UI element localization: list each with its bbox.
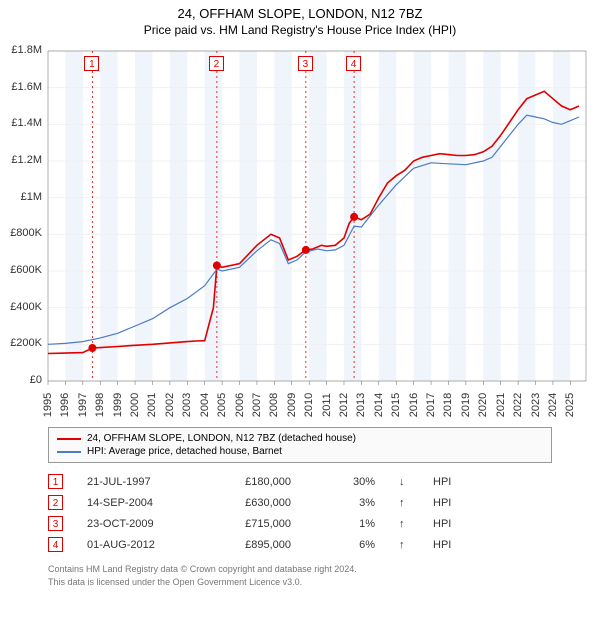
- y-axis-label: £0: [2, 374, 42, 386]
- chart-marker-3: 3: [298, 56, 313, 71]
- footer-line-1: Contains HM Land Registry data © Crown c…: [48, 563, 552, 576]
- x-axis-label: 2002: [164, 390, 176, 420]
- x-axis-label: 1997: [77, 390, 89, 420]
- x-axis-label: 2024: [547, 390, 559, 420]
- x-axis-label: 2003: [181, 390, 193, 420]
- transaction-row: 1 21-JUL-1997 £180,000 30% ↓ HPI: [48, 471, 552, 492]
- transaction-price: £715,000: [211, 518, 291, 530]
- transaction-marker: 2: [48, 495, 63, 510]
- transaction-row: 4 01-AUG-2012 £895,000 6% ↑ HPI: [48, 534, 552, 555]
- x-axis-label: 2020: [477, 390, 489, 420]
- x-axis-label: 2004: [199, 390, 211, 420]
- transaction-price: £180,000: [211, 476, 291, 488]
- transaction-date: 23-OCT-2009: [87, 518, 187, 530]
- x-axis-label: 2007: [251, 390, 263, 420]
- arrow-icon: ↓: [399, 476, 409, 488]
- chart-legend: 24, OFFHAM SLOPE, LONDON, N12 7BZ (detac…: [48, 427, 552, 463]
- x-axis-label: 2016: [408, 390, 420, 420]
- legend-label: HPI: Average price, detached house, Barn…: [87, 446, 282, 457]
- x-axis-label: 2012: [338, 390, 350, 420]
- page-title: 24, OFFHAM SLOPE, LONDON, N12 7BZ: [0, 0, 600, 21]
- x-axis-label: 2001: [146, 390, 158, 420]
- legend-swatch: [57, 451, 81, 453]
- transaction-date: 01-AUG-2012: [87, 539, 187, 551]
- x-axis-label: 2008: [268, 390, 280, 420]
- footer-line-2: This data is licensed under the Open Gov…: [48, 576, 552, 589]
- x-axis-label: 2006: [234, 390, 246, 420]
- transaction-pct: 1%: [315, 518, 375, 530]
- legend-item: 24, OFFHAM SLOPE, LONDON, N12 7BZ (detac…: [57, 432, 543, 445]
- arrow-icon: ↑: [399, 497, 409, 509]
- x-axis-label: 1999: [112, 390, 124, 420]
- transaction-pct: 30%: [315, 476, 375, 488]
- x-axis-label: 2018: [442, 390, 454, 420]
- x-axis-label: 2017: [425, 390, 437, 420]
- transaction-row: 2 14-SEP-2004 £630,000 3% ↑ HPI: [48, 492, 552, 513]
- arrow-icon: ↑: [399, 518, 409, 530]
- transactions-table: 1 21-JUL-1997 £180,000 30% ↓ HPI 2 14-SEP-2004 £…: [48, 471, 552, 555]
- x-axis-label: 2009: [286, 390, 298, 420]
- x-axis-label: 1995: [42, 390, 54, 420]
- transaction-hpi-label: HPI: [433, 518, 463, 530]
- y-axis-label: £1.8M: [2, 44, 42, 56]
- transaction-hpi-label: HPI: [433, 476, 463, 488]
- transaction-price: £630,000: [211, 497, 291, 509]
- chart-marker-2: 2: [209, 56, 224, 71]
- x-axis-label: 2014: [373, 390, 385, 420]
- transaction-row: 3 23-OCT-2009 £715,000 1% ↑ HPI: [48, 513, 552, 534]
- y-axis-label: £200K: [2, 337, 42, 349]
- x-axis-label: 1998: [94, 390, 106, 420]
- x-axis-label: 2015: [390, 390, 402, 420]
- transaction-price: £895,000: [211, 539, 291, 551]
- x-axis-label: 1996: [59, 390, 71, 420]
- transaction-hpi-label: HPI: [433, 497, 463, 509]
- transaction-hpi-label: HPI: [433, 539, 463, 551]
- x-axis-label: 2019: [460, 390, 472, 420]
- x-axis-label: 2025: [564, 390, 576, 420]
- x-axis-label: 2021: [495, 390, 507, 420]
- chart-marker-1: 1: [84, 56, 99, 71]
- x-axis-label: 2011: [321, 390, 333, 420]
- y-axis-label: £800K: [2, 227, 42, 239]
- y-axis-label: £1.6M: [2, 81, 42, 93]
- transaction-marker: 4: [48, 537, 63, 552]
- x-axis-label: 2013: [355, 390, 367, 420]
- transaction-date: 14-SEP-2004: [87, 497, 187, 509]
- x-axis-label: 2022: [512, 390, 524, 420]
- footer-attribution: Contains HM Land Registry data © Crown c…: [48, 563, 552, 588]
- x-axis-label: 2010: [303, 390, 315, 420]
- arrow-icon: ↑: [399, 539, 409, 551]
- chart-marker-4: 4: [346, 56, 361, 71]
- x-axis-label: 2000: [129, 390, 141, 420]
- transaction-marker: 3: [48, 516, 63, 531]
- y-axis-label: £400K: [2, 301, 42, 313]
- y-axis-label: £600K: [2, 264, 42, 276]
- transaction-pct: 6%: [315, 539, 375, 551]
- transaction-marker: 1: [48, 474, 63, 489]
- legend-item: HPI: Average price, detached house, Barn…: [57, 445, 543, 458]
- legend-swatch: [57, 438, 81, 440]
- x-axis-label: 2023: [530, 390, 542, 420]
- legend-label: 24, OFFHAM SLOPE, LONDON, N12 7BZ (detac…: [87, 433, 356, 444]
- page-subtitle: Price paid vs. HM Land Registry's House …: [0, 21, 600, 41]
- y-axis-label: £1M: [2, 191, 42, 203]
- x-axis-label: 2005: [216, 390, 228, 420]
- transaction-date: 21-JUL-1997: [87, 476, 187, 488]
- y-axis-label: £1.2M: [2, 154, 42, 166]
- transaction-pct: 3%: [315, 497, 375, 509]
- y-axis-label: £1.4M: [2, 117, 42, 129]
- price-chart: £0 £200K £400K £600K £800K £1M £1.2M £1.4M £1.6M…: [0, 41, 600, 421]
